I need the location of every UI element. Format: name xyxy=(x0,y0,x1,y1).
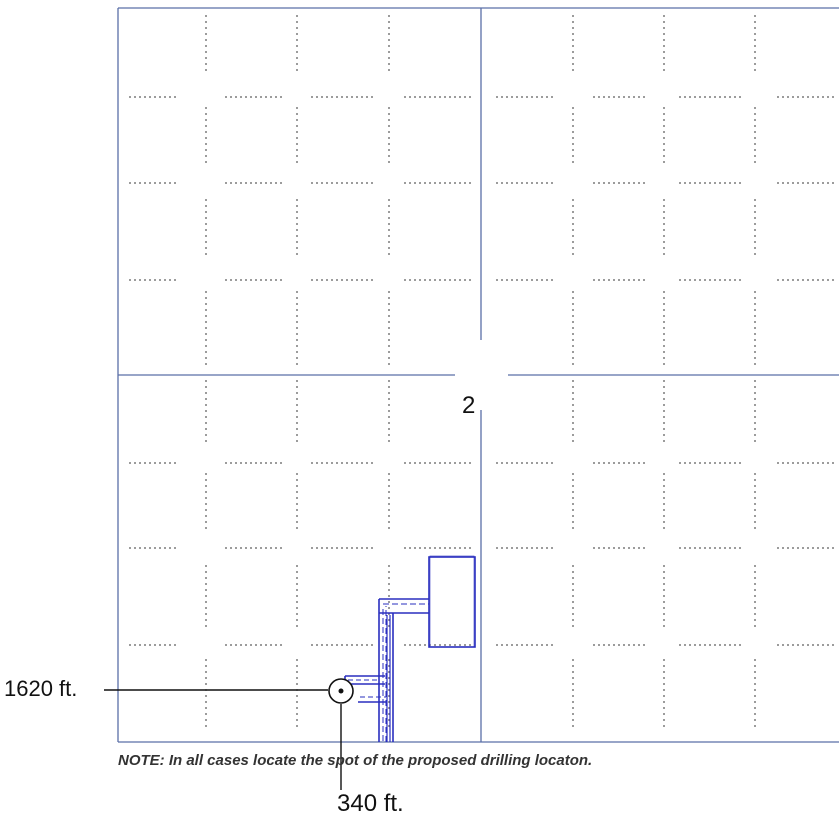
distance-leaders xyxy=(104,689,342,790)
drilling-location-note: NOTE: In all cases locate the spot of th… xyxy=(118,752,593,769)
section-number: 2 xyxy=(462,392,476,419)
facility-rectangle-sketch xyxy=(429,555,475,648)
facility-rectangle xyxy=(428,556,476,648)
well-location-icon xyxy=(328,678,354,704)
pad-inner-lines xyxy=(386,615,391,742)
access-road-dashed xyxy=(348,679,386,698)
pad-outline xyxy=(378,598,429,742)
drilling-pad-sketch xyxy=(344,555,476,742)
east-west-distance-label: 340 ft. xyxy=(337,790,404,817)
north-south-distance-label: 1620 ft. xyxy=(4,676,78,701)
access-road xyxy=(344,675,386,703)
section-grid-lines xyxy=(117,7,839,743)
